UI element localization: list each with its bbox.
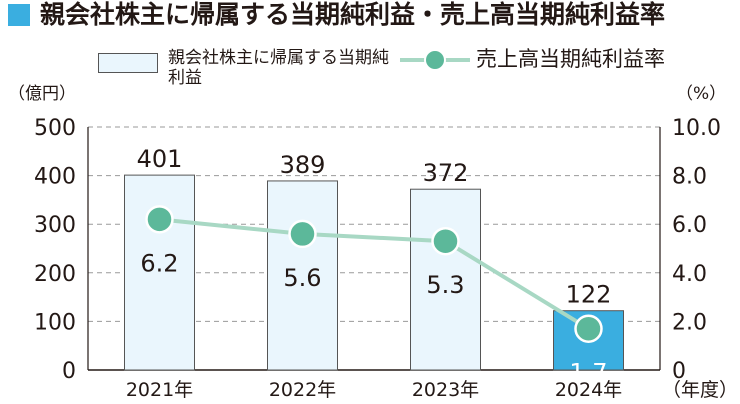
y2-axis-unit: （%）	[676, 84, 727, 104]
y-axis-unit: （億円）	[8, 84, 76, 104]
line-marker	[574, 314, 603, 343]
legend-line-label: 売上高当期純利益率	[476, 47, 665, 71]
bar-value-label: 389	[280, 151, 326, 179]
x-tick-label: 2023年	[412, 379, 479, 401]
bar-value-label: 122	[566, 281, 612, 309]
line-series	[159, 217, 590, 331]
line-value-label: 1.7	[569, 359, 607, 387]
y-tick-label: 500	[34, 116, 76, 141]
chart-title: 親会社株主に帰属する当期純利益・売上高当期純利益率	[40, 0, 666, 29]
y2-tick-label: 10.0	[672, 116, 721, 141]
x-axis-unit: （年度）	[662, 379, 738, 401]
legend-line-swatch	[400, 49, 470, 71]
y2-tick-label: 0	[672, 359, 686, 384]
y-tick-label: 300	[34, 213, 76, 238]
line-marker	[288, 219, 317, 249]
line-marker	[431, 226, 460, 256]
y-tick-label: 100	[34, 310, 76, 335]
y-tick-label: 0	[62, 359, 76, 384]
line-value-label: 5.3	[426, 271, 464, 299]
y2-tick-label: 2.0	[672, 310, 707, 335]
line-value-label: 6.2	[140, 249, 178, 277]
y-tick-label: 400	[34, 165, 76, 190]
line-marker	[145, 205, 174, 234]
title-marker	[8, 4, 30, 26]
y-tick-label: 200	[34, 262, 76, 287]
bar-value-label: 372	[423, 159, 469, 187]
x-tick-label: 2022年	[269, 379, 336, 401]
x-tick-label: 2024年	[555, 379, 622, 401]
line-value-label: 5.6	[283, 264, 321, 292]
bar-value-label: 401	[137, 145, 183, 173]
bar	[410, 188, 481, 371]
x-tick-label: 2021年	[126, 379, 193, 401]
legend-bar-swatch	[98, 53, 158, 73]
bar	[267, 180, 338, 371]
legend-bar-label: 親会社株主に帰属する当期純利益	[168, 48, 389, 88]
y2-tick-label: 8.0	[672, 165, 707, 190]
y2-tick-label: 6.0	[672, 213, 707, 238]
y2-tick-label: 4.0	[672, 262, 707, 287]
